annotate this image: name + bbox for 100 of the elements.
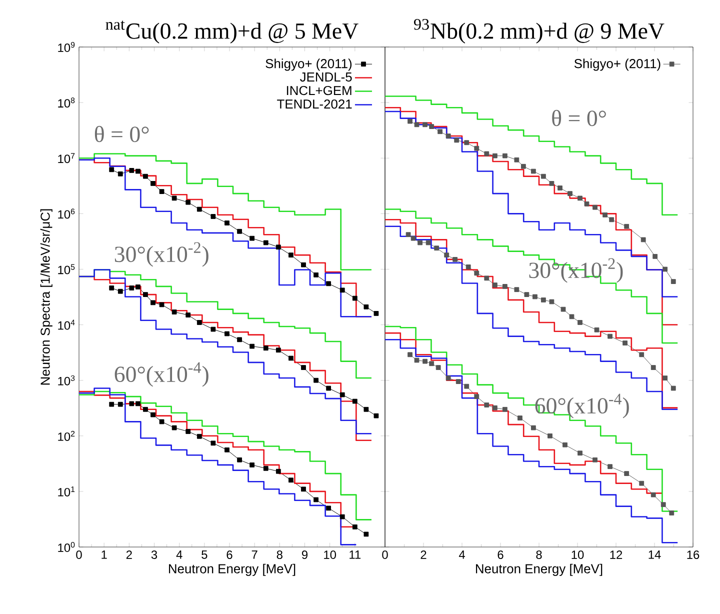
point	[602, 212, 608, 218]
point	[263, 346, 268, 351]
point	[136, 168, 140, 174]
x-tick-label: 12	[610, 550, 622, 559]
point	[639, 480, 644, 486]
point	[196, 434, 202, 439]
point	[118, 402, 123, 407]
x-tick-label: 4	[176, 550, 182, 559]
point	[639, 352, 644, 358]
point	[474, 394, 480, 400]
point	[484, 402, 490, 408]
point	[172, 425, 177, 430]
point	[609, 217, 614, 222]
annotation: θ = 0°	[94, 126, 149, 142]
chart-title: $^{nat}$Cu(0.2 mm)+d @ 5 MeV	[106, 20, 358, 44]
x-tick-label: 0	[76, 550, 82, 559]
point	[410, 236, 416, 241]
y-tick-label: 10$^{4}$	[58, 320, 75, 330]
point	[288, 252, 294, 258]
point	[502, 284, 508, 289]
x-tick-label: 9	[302, 550, 308, 559]
point	[143, 174, 148, 179]
legend-label: INCL+GEM	[286, 86, 352, 96]
point	[263, 240, 268, 246]
y-tick-label: 10$^{0}$	[58, 542, 75, 552]
point	[592, 457, 598, 462]
y-axis-title: Neutron Spectra [1/MeV/sr/μC]	[40, 209, 52, 385]
point	[464, 140, 470, 146]
point	[364, 304, 369, 310]
point	[196, 320, 202, 325]
point	[186, 312, 191, 318]
point	[540, 297, 546, 302]
point	[196, 206, 202, 212]
point	[560, 306, 566, 312]
chart-title: $^{93}$Nb(0.2 mm)+d @ 9 MeV	[414, 18, 664, 44]
point	[406, 232, 411, 238]
point	[408, 352, 412, 358]
point	[484, 151, 490, 156]
y-tick-label: 10$^{5}$	[58, 264, 75, 274]
x-tick-label: 6	[226, 550, 232, 559]
point	[276, 244, 281, 250]
point	[186, 429, 191, 434]
point	[492, 282, 498, 288]
legend-label: TENDL-2021	[277, 99, 352, 109]
legend-label: Shigyo+ (2011)	[266, 58, 352, 71]
x-tick-label: 8	[536, 550, 542, 559]
point	[186, 200, 191, 205]
point	[314, 378, 318, 383]
y-tick-label: 10$^{6}$	[58, 208, 75, 219]
point	[250, 344, 255, 349]
point	[159, 419, 164, 424]
point	[568, 191, 572, 196]
point	[608, 334, 612, 339]
point	[660, 502, 666, 508]
point	[301, 365, 306, 370]
point	[172, 310, 177, 314]
x-tick-label: 7	[252, 550, 258, 559]
point	[143, 292, 148, 297]
point	[532, 294, 538, 300]
point	[514, 287, 520, 292]
point	[418, 240, 422, 246]
point	[426, 240, 431, 246]
point	[314, 272, 318, 278]
point	[540, 174, 546, 179]
point	[129, 168, 134, 173]
point	[129, 401, 134, 406]
legend-label: JENDL-5	[300, 72, 352, 82]
point	[224, 447, 230, 452]
annotation: θ = 0°	[552, 110, 606, 126]
point	[502, 153, 508, 158]
point	[650, 492, 656, 498]
point	[670, 386, 676, 391]
point	[263, 466, 268, 471]
point	[210, 214, 216, 219]
point	[340, 514, 345, 520]
point	[474, 146, 480, 151]
point	[414, 358, 420, 363]
x-tick-label: 14	[648, 550, 661, 559]
point	[118, 171, 123, 176]
point	[454, 138, 460, 143]
point	[340, 392, 345, 398]
x-tick-label: 0	[382, 550, 388, 559]
x-tick-label: 2	[126, 550, 132, 559]
point	[352, 296, 358, 301]
point	[456, 379, 461, 384]
point	[326, 386, 332, 391]
point	[434, 246, 440, 251]
point	[549, 299, 554, 304]
point	[650, 365, 656, 370]
point	[136, 401, 140, 406]
point	[514, 157, 520, 162]
point	[608, 464, 612, 470]
point	[150, 412, 156, 418]
point	[150, 181, 156, 186]
point	[301, 486, 306, 492]
point	[250, 462, 255, 468]
point	[414, 122, 420, 128]
point	[452, 256, 458, 262]
point	[670, 279, 676, 284]
x-tick-label: 5	[202, 550, 208, 559]
